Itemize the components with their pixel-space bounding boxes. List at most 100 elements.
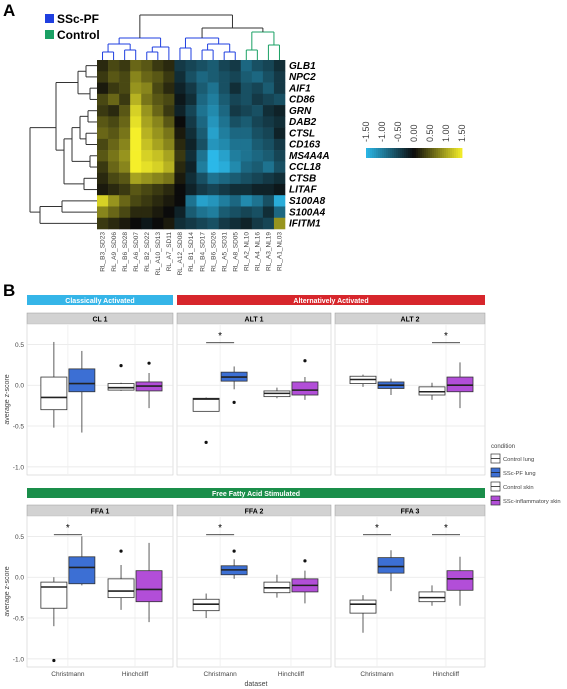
heatmap-cell <box>229 183 242 196</box>
heatmap-cell <box>273 195 286 207</box>
significance-star: * <box>444 523 448 534</box>
color-key-cell <box>378 148 381 158</box>
heatmap-cell <box>163 161 175 173</box>
heatmap-cell <box>196 138 208 151</box>
heatmap-cell <box>152 150 164 162</box>
heatmap-cell <box>218 150 231 162</box>
heatmap-cell <box>251 206 264 219</box>
heatmap-cell <box>196 172 208 185</box>
heatmap-cell <box>163 93 175 106</box>
heatmap-cell <box>185 172 197 185</box>
sample-label: RL_A7_SD11 <box>166 232 173 272</box>
heatmap-cell <box>218 172 231 185</box>
significance-star: * <box>66 523 70 534</box>
heatmap-cell <box>119 105 131 117</box>
heatmap-cell <box>218 105 231 117</box>
y-tick-label: -0.5 <box>13 424 25 431</box>
color-key-cell <box>416 148 419 158</box>
color-key-cell <box>426 148 429 158</box>
heatmap-cell <box>185 217 197 230</box>
color-key-cell <box>406 148 409 158</box>
significance-star: * <box>375 523 379 534</box>
heatmap-cell <box>141 60 153 72</box>
heatmap-cell <box>273 161 286 173</box>
heatmap-cell <box>119 172 131 185</box>
box-outlier <box>119 549 123 553</box>
heatmap-cell <box>185 161 197 173</box>
panel-a-label: A <box>3 1 15 20</box>
heatmap-cell <box>207 161 219 173</box>
group-strip <box>27 488 485 498</box>
heatmap-cell <box>141 93 153 106</box>
heatmap-cell <box>251 150 264 162</box>
color-key-cell <box>460 148 463 158</box>
heatmap-cell <box>130 116 142 128</box>
significance-star: * <box>444 331 448 342</box>
heatmap-cell <box>218 206 231 219</box>
heatmap-cell <box>119 183 131 196</box>
gene-label: CD163 <box>289 140 321 151</box>
heatmap-cell <box>207 150 219 162</box>
heatmap-cell <box>229 161 242 173</box>
heatmap-cell <box>251 116 264 128</box>
gene-label: IFITM1 <box>289 219 321 230</box>
gene-label: CTSB <box>289 174 316 185</box>
facet-title: FFA 2 <box>245 509 264 516</box>
heatmap-cell <box>163 82 175 95</box>
heatmap-cell <box>97 172 109 185</box>
heatmap-cell <box>174 71 186 83</box>
color-key-cell <box>370 148 373 158</box>
heatmap-cell <box>163 183 175 196</box>
heatmap-cell <box>207 82 219 95</box>
heatmap-cell <box>108 127 120 140</box>
color-key-cell <box>436 148 439 158</box>
facet-title: FFA 1 <box>91 509 110 516</box>
color-key-cell <box>450 148 453 158</box>
color-key-cell <box>430 148 433 158</box>
heatmap-cell <box>218 71 231 83</box>
box-outlier <box>303 559 307 563</box>
color-key-cell <box>384 148 387 158</box>
heatmap-cell <box>262 183 275 196</box>
heatmap-cell <box>163 150 175 162</box>
y-tick-label: 0.0 <box>15 383 24 390</box>
heatmap-cell <box>152 183 164 196</box>
legend-swatch-control <box>45 30 54 39</box>
heatmap-cell <box>229 206 242 219</box>
heatmap-cell <box>262 60 275 72</box>
box-body <box>446 570 474 591</box>
group-strip <box>177 295 485 305</box>
heatmap-cell <box>119 116 131 128</box>
heatmap-cell <box>119 93 131 106</box>
color-key-cell <box>400 148 403 158</box>
heatmap-cell <box>130 206 142 219</box>
legend-label: SSc-inflammatory skin <box>503 499 561 505</box>
heatmap-cell <box>251 138 264 151</box>
heatmap-cell <box>119 206 131 219</box>
heatmap-cell <box>141 172 153 185</box>
sample-label: RL_B4_SD17 <box>199 232 206 272</box>
box-body <box>291 381 319 396</box>
heatmap-cell <box>273 60 286 72</box>
sample-label: RL_A2_NL10 <box>244 232 251 271</box>
heatmap-cell <box>152 105 164 117</box>
heatmap-cell <box>141 150 153 162</box>
heatmap-cell <box>240 161 253 173</box>
gene-label: CTSL <box>289 128 315 139</box>
heatmap-cell <box>218 60 231 72</box>
heatmap-cell <box>229 71 242 83</box>
heatmap-cell <box>273 138 286 151</box>
color-key-cell <box>418 148 421 158</box>
heatmap-cell <box>141 161 153 173</box>
heatmap-cell <box>218 127 231 140</box>
y-axis-title: average z-score <box>4 566 11 616</box>
heatmap-cell <box>141 116 153 128</box>
heatmap-cell <box>130 183 142 196</box>
heatmap-cell <box>97 60 109 72</box>
color-key-cell <box>368 148 371 158</box>
heatmap-cell <box>152 60 164 72</box>
sample-label: RL_B3_SD23 <box>100 232 107 272</box>
heatmap-cell <box>108 206 120 219</box>
color-key-tick: -1.50 <box>361 121 371 142</box>
x-tick-label: Hinchcliff <box>433 671 459 678</box>
